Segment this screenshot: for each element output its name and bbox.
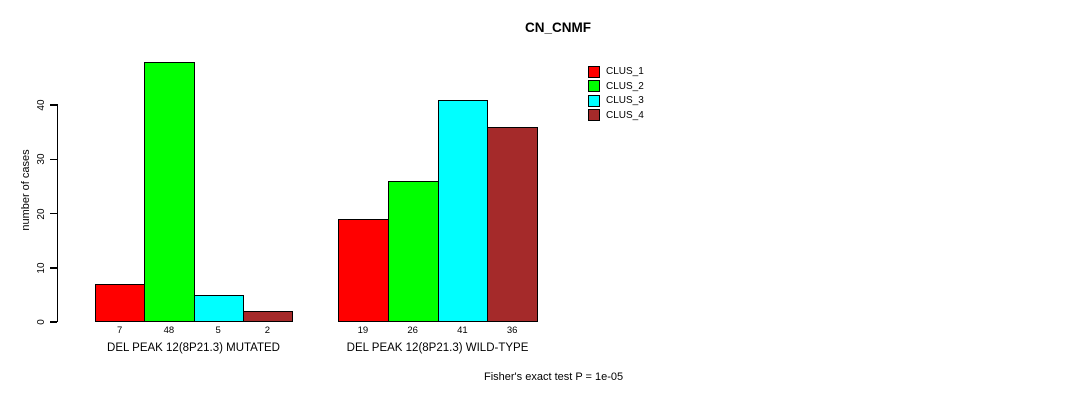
fisher-test-note: Fisher's exact test P = 1e-05	[484, 371, 624, 383]
y-axis-tick	[50, 267, 57, 269]
y-axis-tick	[50, 321, 57, 323]
bar-value-label: 5	[215, 325, 221, 336]
legend-swatch-clus_1	[588, 65, 600, 78]
legend-label: CLUS_1	[606, 66, 644, 77]
y-axis-tick-label: 30	[35, 153, 47, 165]
bar-value-label: 19	[357, 325, 369, 336]
bar-clus_4-mutated	[242, 311, 293, 322]
legend-label: CLUS_3	[606, 95, 644, 106]
bar-value-label: 36	[506, 325, 518, 336]
bar-clus_3-wildtype	[437, 99, 489, 322]
group-label: DEL PEAK 12(8P21.3) WILD-TYPE	[346, 342, 529, 354]
y-axis-tick-label: 20	[35, 207, 47, 220]
bar-value-label: 2	[264, 325, 271, 336]
bar-clus_4-wildtype	[487, 126, 538, 322]
legend-item-clus_3: CLUS_3	[588, 94, 644, 107]
chart-title: CN_CNMF	[525, 20, 591, 35]
y-axis-tick	[50, 212, 57, 215]
y-axis-tick-label: 40	[35, 99, 47, 111]
bar-clus_2-mutated	[144, 61, 195, 322]
bar-value-label: 48	[163, 325, 175, 336]
y-axis	[56, 104, 58, 322]
bar-clus_3-mutated	[193, 294, 244, 322]
legend-label: CLUS_2	[606, 80, 644, 92]
legend-label: CLUS_4	[606, 109, 644, 121]
legend-swatch-clus_2	[588, 80, 600, 92]
y-axis-tick-label: 10	[35, 262, 47, 274]
bar-clus_2-wildtype	[387, 180, 439, 322]
y-axis-tick	[50, 104, 57, 106]
legend: CLUS_1 CLUS_2 CLUS_3 CLUS_4	[588, 65, 644, 121]
legend-item-clus_1: CLUS_1	[588, 65, 644, 78]
bar-value-label: 7	[116, 325, 123, 336]
group-label: DEL PEAK 12(8P21.3) MUTATED	[107, 342, 280, 354]
bar-value-label: 41	[457, 325, 468, 336]
legend-swatch-clus_3	[588, 94, 600, 107]
legend-item-clus_4: CLUS_4	[588, 109, 644, 121]
legend-item-clus_2: CLUS_2	[588, 80, 644, 92]
y-axis-tick-label: 0	[35, 319, 47, 325]
bar-value-label: 26	[407, 325, 418, 336]
legend-swatch-clus_4	[588, 109, 600, 121]
bar-clus_1-mutated	[95, 284, 146, 322]
bar-clus_1-wildtype	[338, 218, 389, 322]
y-axis-tick	[50, 158, 57, 160]
